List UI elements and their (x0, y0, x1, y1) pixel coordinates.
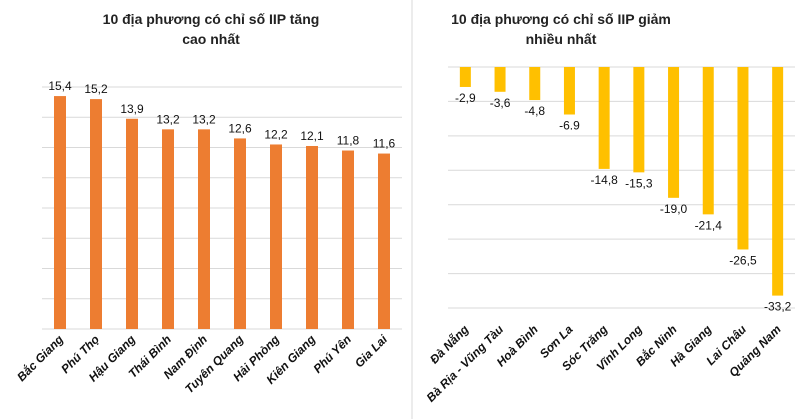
data-label: -19,0 (660, 202, 688, 216)
bar (702, 67, 714, 215)
bar (459, 67, 471, 87)
data-label: -21,4 (695, 218, 723, 232)
bar (342, 150, 354, 329)
data-label: -6.9 (559, 119, 580, 133)
bar (494, 67, 506, 92)
data-label: 12,1 (300, 129, 324, 143)
data-label: 12,6 (228, 121, 252, 135)
data-label: 11,8 (337, 134, 360, 148)
bar (198, 129, 210, 329)
category-label: Phú Yên (310, 332, 354, 376)
data-label: 15,2 (84, 82, 108, 96)
data-label: -2,9 (455, 91, 476, 105)
bar (737, 67, 749, 250)
bar (126, 118, 138, 329)
data-label: -26,5 (729, 253, 757, 267)
category-label: Gia Lai (352, 332, 391, 371)
data-label: -4,8 (524, 104, 545, 118)
bar (54, 96, 66, 329)
bar (162, 129, 174, 329)
data-label: 12,2 (264, 127, 288, 141)
data-label: 15,4 (48, 79, 72, 93)
bar (378, 153, 390, 329)
data-label: -14,8 (590, 173, 618, 187)
data-label: -3,6 (490, 96, 511, 110)
bar (306, 145, 318, 329)
data-label: 13,9 (120, 102, 144, 116)
chart-title: 10 địa phương có chỉ số IIP tăng (103, 11, 320, 27)
bar (772, 67, 784, 296)
bar (598, 67, 610, 169)
data-label: 11,6 (373, 137, 396, 151)
bar (529, 67, 541, 101)
category-label: Bắc Giang (14, 331, 67, 384)
chart-title: nhiều nhất (526, 31, 597, 47)
bar (270, 144, 282, 329)
chart-title: cao nhất (182, 31, 240, 47)
bar (668, 67, 680, 198)
bar (633, 67, 645, 173)
bar (563, 67, 575, 115)
data-label: -33,2 (764, 300, 792, 314)
bar (234, 138, 246, 329)
data-label: 13,2 (192, 112, 216, 126)
data-label: 13,2 (156, 112, 180, 126)
bar (90, 99, 102, 329)
data-label: -15,3 (625, 176, 653, 190)
chart-title: 10 địa phương có chỉ số IIP giảm (451, 11, 671, 27)
